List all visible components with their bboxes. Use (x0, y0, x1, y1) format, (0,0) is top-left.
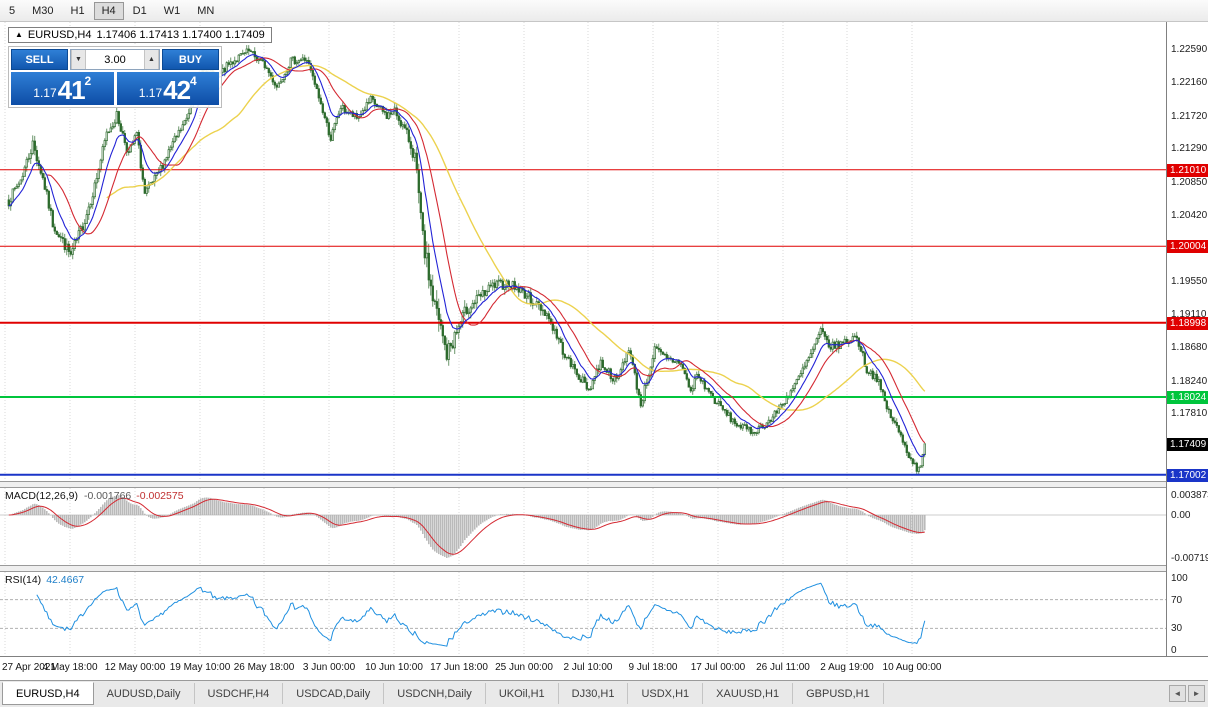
time-axis-label: 9 Jul 18:00 (628, 662, 678, 673)
sell-price-big: 41 (57, 75, 86, 105)
time-axis-label: 3 Jun 00:00 (302, 662, 356, 673)
level-price-label: 1.18998 (1167, 316, 1208, 330)
sell-price-sup: 2 (84, 74, 92, 88)
time-axis-label: 27 Apr 2021 (2, 662, 56, 673)
chart-collapse-icon[interactable]: ▲ (15, 30, 23, 39)
time-axis-label: 10 Jun 10:00 (365, 662, 423, 673)
time-axis-label: 25 Jun 00:00 (495, 662, 553, 673)
price-tick-label: 1.19550 (1171, 275, 1208, 287)
time-axis-label: 26 Jul 11:00 (756, 662, 810, 673)
panel-splitter[interactable] (0, 565, 1166, 572)
chart-tab-ukoil[interactable]: UKOil,H1 (486, 683, 559, 704)
time-axis-label: 26 May 18:00 (233, 662, 295, 673)
time-axis-label: 2 Jul 10:00 (563, 662, 613, 673)
tab-scroll-right-button[interactable]: ► (1188, 685, 1205, 702)
price-tick-label: 1.21290 (1171, 143, 1208, 155)
buy-price-panel[interactable]: 1.17 42 4 (116, 72, 219, 105)
ohlc-values: 1.17406 1.17413 1.17400 1.17409 (96, 29, 265, 41)
macd-main-value: -0.001766 (83, 490, 132, 502)
price-tick-label: 1.22160 (1171, 77, 1208, 89)
sell-price-prefix: 1.17 (33, 86, 57, 100)
price-tick-label: 1.22590 (1171, 44, 1208, 56)
chart-tab-usdx[interactable]: USDX,H1 (628, 683, 704, 704)
time-axis-label: 12 May 00:00 (104, 662, 166, 673)
chart-tab-usdcad[interactable]: USDCAD,Daily (283, 683, 385, 704)
period-button-m30[interactable]: M30 (24, 2, 61, 20)
macd-label: MACD(12,26,9) -0.001766 -0.002575 (5, 490, 184, 502)
time-axis-label: 19 May 10:00 (169, 662, 231, 673)
time-axis[interactable]: 27 Apr 2021 4 May 18:00 12 May 00:00 19 May… (0, 656, 1208, 680)
tab-scroll-left-button[interactable]: ◄ (1169, 685, 1186, 702)
macd-axis-label: -0.00719 (1171, 553, 1208, 564)
level-price-label: 1.17002 (1167, 468, 1208, 482)
rsi-panel-canvas[interactable] (0, 572, 1166, 656)
price-tick-label: 1.18680 (1171, 342, 1208, 354)
time-axis-label: 2 Aug 19:00 (820, 662, 874, 673)
volume-stepper: ▼ ▲ (70, 49, 160, 70)
period-button-h1[interactable]: H1 (63, 2, 93, 20)
chart-tab-usdchf[interactable]: USDCHF,H4 (195, 683, 284, 704)
price-tick-label: 1.18240 (1171, 375, 1208, 387)
period-button-w1[interactable]: W1 (156, 2, 189, 20)
sell-button[interactable]: SELL (11, 49, 68, 70)
chart-tab-xauusd[interactable]: XAUUSD,H1 (703, 683, 794, 704)
panel-splitter[interactable] (0, 481, 1166, 488)
chart-tab-gbpusd[interactable]: GBPUSD,H1 (793, 683, 884, 704)
price-tick-label: 1.21720 (1171, 110, 1208, 122)
rsi-axis-label: 100 (1171, 573, 1188, 584)
time-axis-label: 10 Aug 00:00 (882, 662, 942, 673)
buy-button[interactable]: BUY (162, 49, 219, 70)
period-button-h4[interactable]: H4 (93, 1, 124, 20)
rsi-axis-label: 30 (1171, 623, 1183, 635)
price-axis[interactable]: 1.22590 1.22160 1.21720 1.21290 1.20850 1.204… (1166, 22, 1208, 656)
buy-price-big: 42 (163, 75, 191, 105)
volume-decrease-button[interactable]: ▼ (71, 50, 86, 69)
rsi-value: 42.4667 (46, 574, 85, 586)
chart-tab-eurusd[interactable]: EURUSD,H4 (2, 682, 94, 705)
sell-price-panel[interactable]: 1.17 41 2 (11, 72, 114, 105)
rsi-axis-label: 70 (1171, 594, 1183, 606)
level-price-label: 1.18024 (1167, 390, 1208, 404)
chart-tab-bar: EURUSD,H4 AUDUSD,Daily USDCHF,H4 USDCAD,Dai… (0, 680, 1208, 707)
time-axis-label: 17 Jul 00:00 (690, 662, 746, 673)
volume-input[interactable] (86, 50, 144, 69)
period-toolbar: 5 M30 H1 H4 D1 W1 MN (0, 0, 1208, 22)
macd-panel-canvas[interactable] (0, 488, 1166, 565)
chart-tab-audusd[interactable]: AUDUSD,Daily (94, 683, 195, 704)
macd-axis-label: 0.00 (1171, 509, 1191, 521)
time-axis-label: 4 May 18:00 (42, 662, 98, 673)
ohlc-info-bar: ▲ EURUSD,H4 1.17406 1.17413 1.17400 1.17… (8, 27, 272, 43)
period-button-d1[interactable]: D1 (125, 2, 155, 20)
volume-increase-button[interactable]: ▲ (144, 50, 159, 69)
level-price-label: 1.20004 (1167, 240, 1208, 254)
level-price-label: 1.21010 (1167, 163, 1208, 177)
price-tick-label: 1.19110 (1171, 309, 1207, 321)
current-price-label: 1.17409 (1167, 437, 1208, 451)
price-tick-label: 1.20850 (1171, 176, 1208, 188)
price-tick-label: 1.20420 (1171, 209, 1208, 221)
price-tick-label: 1.17810 (1171, 408, 1208, 420)
rsi-axis-label: 0 (1171, 645, 1177, 656)
macd-axis-label: 0.003873 (1171, 490, 1208, 501)
buy-price-prefix: 1.17 (138, 86, 163, 100)
symbol-period-label: EURUSD,H4 (27, 29, 92, 41)
buy-price-sup: 4 (190, 74, 197, 88)
period-button-mn[interactable]: MN (189, 2, 222, 20)
time-axis-label: 17 Jun 18:00 (430, 662, 488, 673)
rsi-label: RSI(14) 42.4667 (5, 574, 85, 586)
period-button-5[interactable]: 5 (1, 2, 23, 20)
chart-tab-usdcnh[interactable]: USDCNH,Daily (384, 683, 486, 704)
macd-signal-value: -0.002575 (136, 490, 184, 502)
chart-tab-dj30[interactable]: DJ30,H1 (559, 683, 629, 704)
